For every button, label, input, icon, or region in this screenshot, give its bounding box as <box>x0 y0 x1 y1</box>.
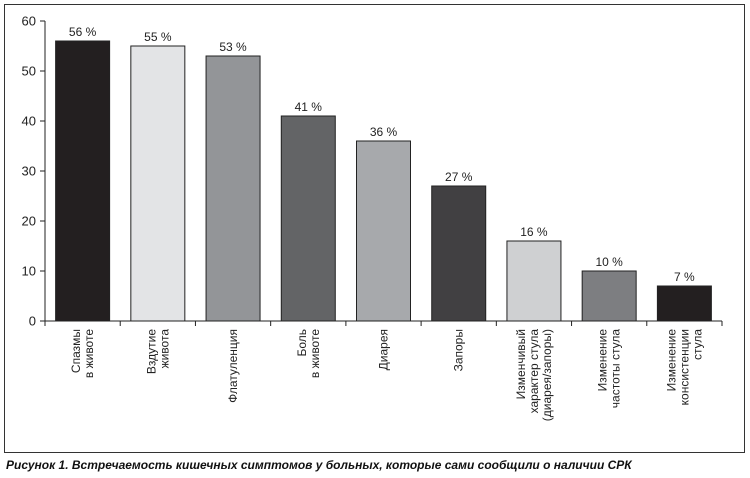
y-tick-label: 50 <box>22 64 36 79</box>
category-label-line: Запоры <box>452 329 466 371</box>
data-label: 36 % <box>370 125 398 139</box>
category-label: Спазмы в животе <box>69 329 96 378</box>
figure-caption: Рисунок 1. Встречаемость кишечных симпто… <box>6 458 632 472</box>
category-label-line: Спазмы <box>69 329 83 373</box>
category-label: Вздутие живота <box>144 329 171 374</box>
bar <box>130 45 186 322</box>
y-tick-label: 30 <box>22 164 36 179</box>
category-label-line: Боль <box>295 329 309 357</box>
y-tick-label: 10 <box>22 264 36 279</box>
bar <box>581 270 637 322</box>
category-label-line: в животе <box>308 329 322 378</box>
category-label: Запоры <box>452 329 466 371</box>
bar <box>280 115 336 322</box>
data-label: 55 % <box>144 30 172 44</box>
category-label-line: консистенции <box>677 329 691 405</box>
category-label-line: Изменение <box>596 329 610 392</box>
category-label-line: стула <box>690 329 704 360</box>
y-tick-label: 40 <box>22 114 36 129</box>
category-label: Диарея <box>377 329 391 370</box>
bar <box>656 285 712 322</box>
category-label-line: Изменение <box>664 329 678 392</box>
data-label: 41 % <box>295 100 323 114</box>
category-label-line: (диарея/запоры) <box>540 329 554 421</box>
category-label: Изменение частоты стула <box>596 329 623 409</box>
data-label: 16 % <box>520 225 548 239</box>
data-label: 27 % <box>445 170 473 184</box>
category-label-line: Флатуленция <box>226 329 240 403</box>
bar <box>55 40 111 322</box>
category-label: Изменчивый характер стула (диарея/запоры) <box>514 329 554 422</box>
data-label: 10 % <box>595 255 623 269</box>
category-label: Изменение консистенции стула <box>664 329 704 406</box>
category-label-line: Изменчивый <box>514 329 528 399</box>
category-label-line: Вздутие <box>144 329 158 374</box>
category-label-line: в животе <box>82 329 96 378</box>
chart-frame <box>4 4 745 453</box>
bar <box>205 55 261 322</box>
bar <box>506 240 562 322</box>
data-label: 7 % <box>674 270 695 284</box>
bar <box>431 185 487 322</box>
y-tick-label: 0 <box>29 314 36 329</box>
category-label-line: частоты стула <box>609 329 623 409</box>
category-label: Флатуленция <box>226 329 240 403</box>
data-label: 53 % <box>219 40 247 54</box>
y-tick-label: 20 <box>22 214 36 229</box>
category-label-line: Диарея <box>377 329 391 370</box>
bar <box>356 140 411 322</box>
y-tick-label: 60 <box>22 14 36 29</box>
category-label-line: характер стула <box>527 329 541 414</box>
data-label: 56 % <box>69 25 97 39</box>
category-label: Боль в животе <box>295 329 322 378</box>
category-label-line: живота <box>157 329 171 369</box>
